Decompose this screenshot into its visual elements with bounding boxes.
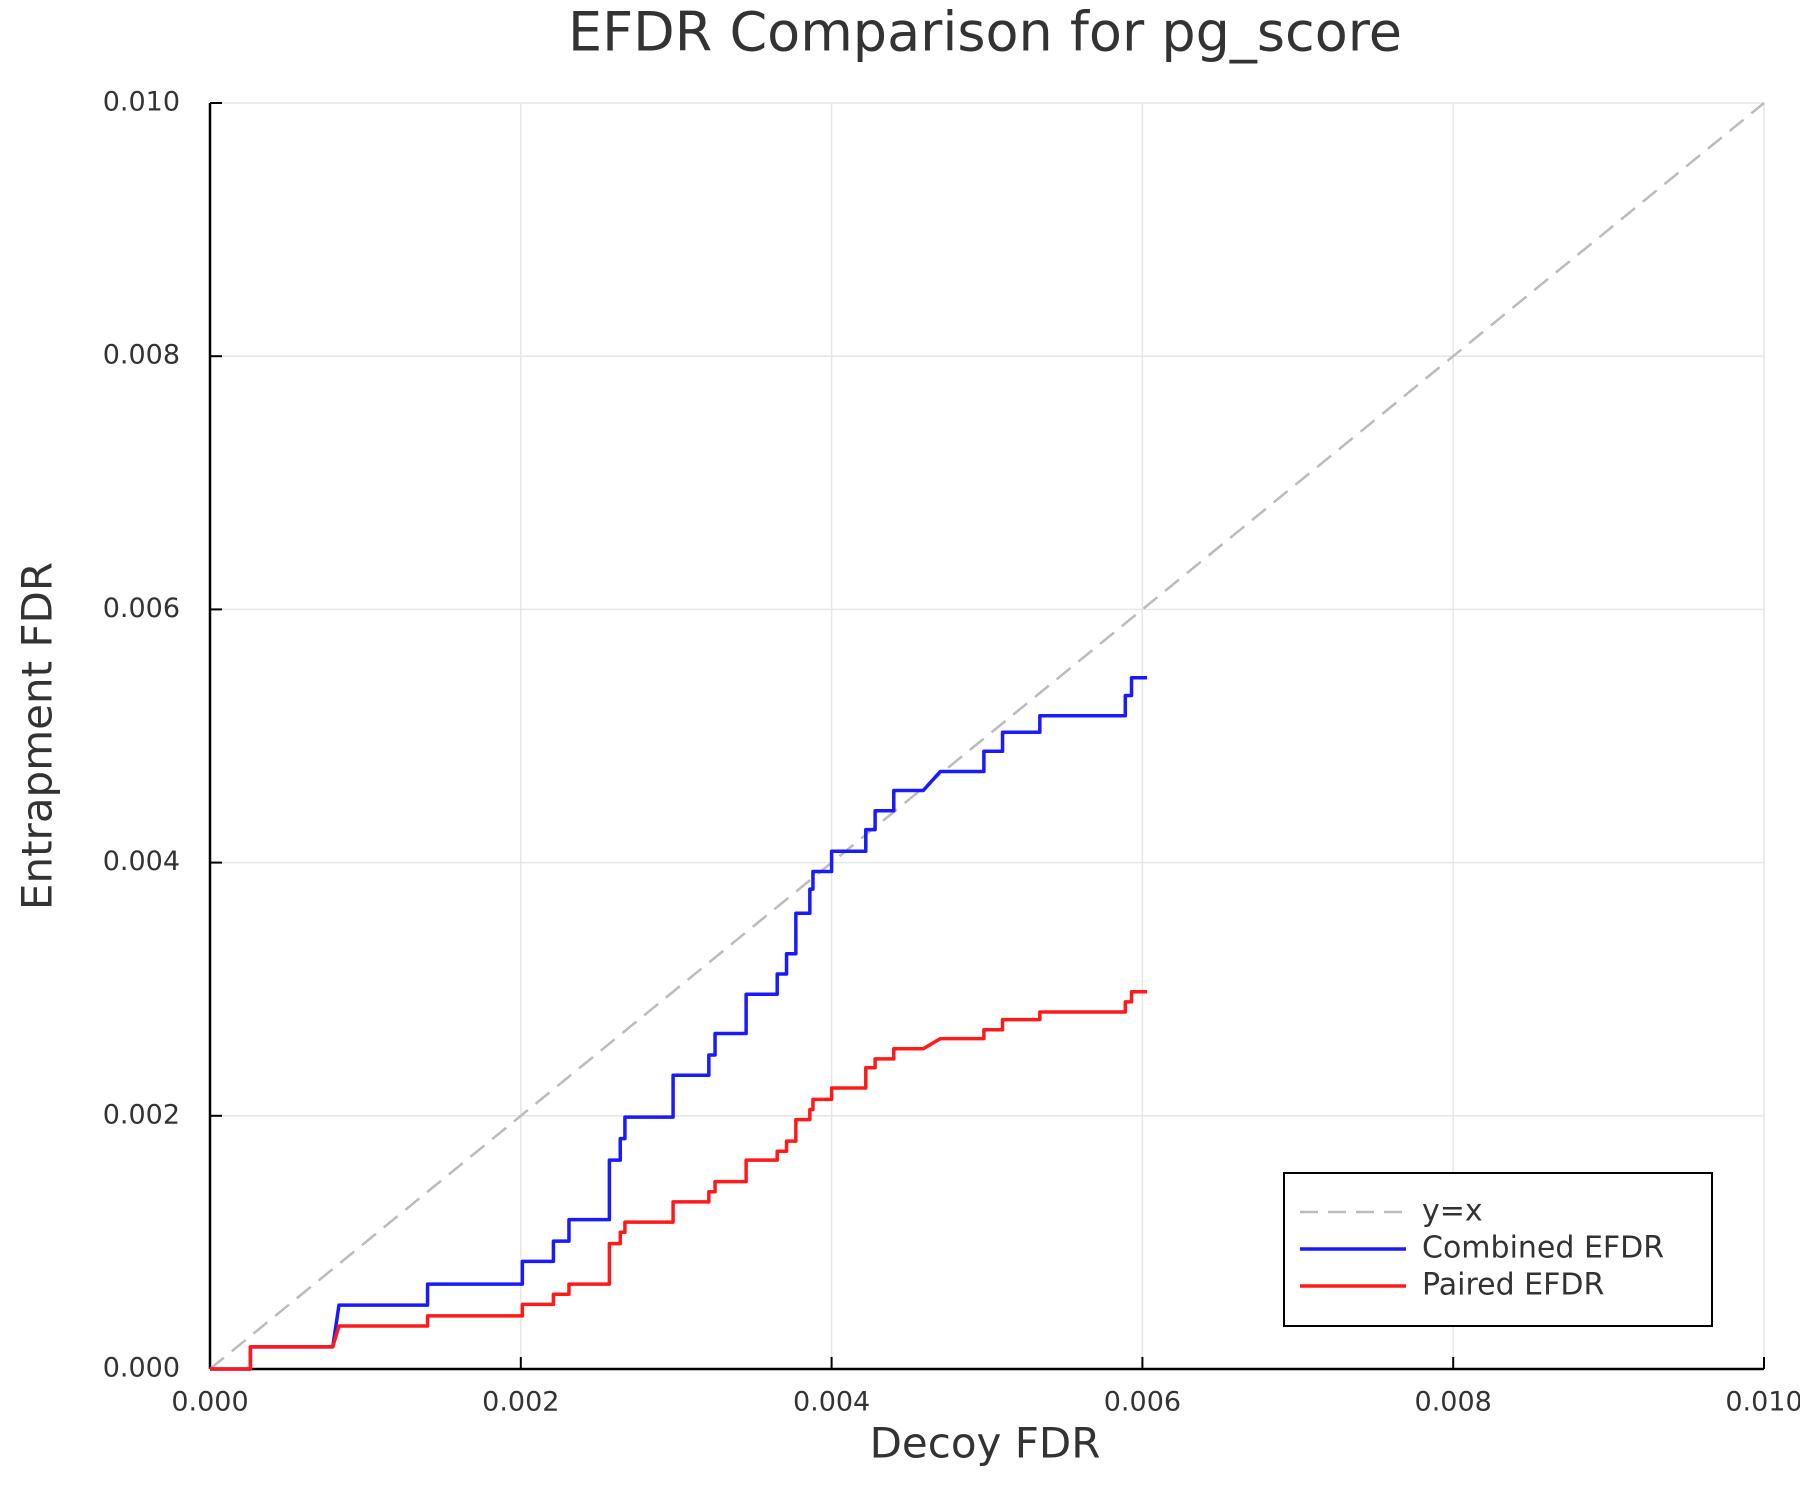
series-line [210,989,1148,1371]
series-line [210,676,1148,1371]
x-tick-label: 0.008 [1415,1387,1492,1418]
y-tick-label: 0.010 [103,87,180,118]
y-tick-label: 0.002 [103,1099,180,1130]
chart-title: EFDR Comparison for pg_score [568,1,1402,64]
y-tick-label: 0.004 [103,846,180,877]
legend-label: y=x [1422,1194,1483,1229]
y-tick-label: 0.008 [103,340,180,371]
y-tick-label: 0.006 [103,593,180,624]
x-axis-label: Decoy FDR [870,1419,1101,1468]
x-tick-label: 0.000 [171,1387,248,1418]
x-tick-label: 0.004 [793,1387,870,1418]
y-axis-label: Entrapment FDR [13,562,62,910]
legend-label: Combined EFDR [1422,1231,1664,1266]
x-tick-label: 0.006 [1104,1387,1181,1418]
y-tick-label: 0.000 [103,1353,180,1384]
x-tick-label: 0.010 [1725,1387,1800,1418]
legend-label: Paired EFDR [1422,1268,1604,1303]
x-tick-label: 0.002 [482,1387,559,1418]
